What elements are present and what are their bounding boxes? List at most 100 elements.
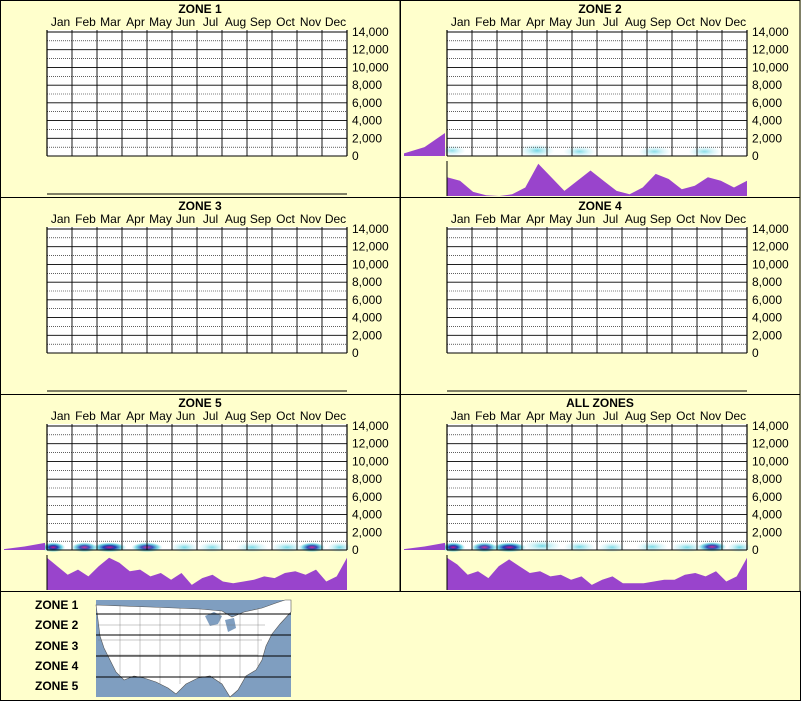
- y-tick-label: 8,000: [752, 275, 782, 289]
- y-tick-label: 0: [752, 346, 759, 360]
- zone-label-2: ZONE 2: [35, 618, 79, 632]
- month-label-jul: Jul: [203, 15, 218, 29]
- month-profile: [447, 163, 747, 196]
- month-label-dec: Dec: [725, 212, 746, 226]
- month-label-jan: Jan: [51, 212, 70, 226]
- density-blob: [171, 542, 198, 553]
- density-blob: [638, 146, 671, 157]
- month-label-oct: Oct: [676, 212, 695, 226]
- month-label-nov: Nov: [700, 212, 721, 226]
- panel-title: ZONE 3: [178, 199, 222, 213]
- zone-panel-3: ZONE 3 Jan Feb Mar Apr May Jun Jul Aug Sep Oct Nov D…: [0, 197, 401, 395]
- month-label-jan: Jan: [51, 15, 70, 29]
- y-tick-label: 8,000: [752, 78, 782, 92]
- month-label-apr: Apr: [526, 212, 545, 226]
- month-label-oct: Oct: [276, 409, 295, 423]
- density-blob: [688, 146, 721, 157]
- panel-title: ZONE 4: [578, 199, 622, 213]
- y-tick-label: 14,000: [352, 419, 389, 433]
- density-blob: [198, 542, 226, 553]
- month-label-aug: Aug: [625, 409, 646, 423]
- month-profile: [47, 557, 347, 590]
- month-label-aug: Aug: [225, 15, 246, 29]
- month-label-jul: Jul: [603, 409, 618, 423]
- y-tick-label: 2,000: [752, 131, 782, 145]
- y-tick-label: 4,000: [752, 311, 782, 325]
- density-blob: [563, 146, 596, 157]
- y-tick-label: 10,000: [752, 60, 789, 74]
- density-blob: [271, 542, 303, 553]
- y-tick-label: 10,000: [352, 60, 389, 74]
- month-label-jan: Jan: [451, 409, 470, 423]
- y-tick-label: 4,000: [752, 508, 782, 522]
- y-tick-label: 2,000: [352, 525, 382, 539]
- month-label-nov: Nov: [700, 409, 721, 423]
- zone-panel-5: ZONE 5 Jan Feb Mar Apr May Jun Jul Aug Sep Oct Nov D…: [0, 394, 401, 592]
- y-tick-label: 2,000: [352, 328, 382, 342]
- month-label-aug: Aug: [225, 409, 246, 423]
- density-blob: [697, 541, 727, 552]
- y-tick-label: 0: [752, 149, 759, 163]
- month-label-jun: Jun: [576, 409, 595, 423]
- month-label-oct: Oct: [276, 15, 295, 29]
- y-tick-label: 0: [352, 543, 359, 557]
- zone-label-1: ZONE 1: [35, 598, 79, 612]
- zone-panel-1: ZONE 1 Jan Feb Mar Apr May Jun Jul Aug Sep Oct Nov D…: [0, 0, 401, 198]
- panel-title: ALL ZONES: [566, 396, 634, 410]
- map-lakes: [205, 612, 222, 626]
- y-tick-label: 8,000: [352, 275, 382, 289]
- month-label-mar: Mar: [100, 212, 121, 226]
- month-label-apr: Apr: [126, 212, 145, 226]
- month-label-nov: Nov: [300, 212, 321, 226]
- month-label-dec: Dec: [725, 15, 746, 29]
- month-label-oct: Oct: [276, 212, 295, 226]
- y-tick-label: 12,000: [752, 240, 789, 254]
- month-label-mar: Mar: [500, 15, 521, 29]
- y-tick-label: 4,000: [352, 114, 382, 128]
- density-blob: [523, 540, 561, 552]
- month-label-jan: Jan: [51, 409, 70, 423]
- month-label-dec: Dec: [325, 15, 346, 29]
- us-map-icon: [95, 599, 292, 698]
- month-label-jul: Jul: [603, 212, 618, 226]
- month-label-aug: Aug: [625, 212, 646, 226]
- density-blob: [298, 542, 326, 553]
- month-label-mar: Mar: [100, 15, 121, 29]
- month-label-oct: Oct: [676, 409, 695, 423]
- month-label-aug: Aug: [625, 15, 646, 29]
- density-blob: [727, 542, 752, 553]
- y-tick-label: 10,000: [752, 257, 789, 271]
- month-label-jun: Jun: [576, 15, 595, 29]
- y-tick-label: 14,000: [752, 419, 789, 433]
- y-tick-label: 0: [352, 149, 359, 163]
- month-label-may: May: [549, 409, 572, 423]
- elevation-profile: [4, 542, 45, 550]
- y-tick-label: 8,000: [352, 472, 382, 486]
- month-label-jul: Jul: [203, 212, 218, 226]
- y-tick-label: 6,000: [752, 293, 782, 307]
- panels-group: ZONE 1 Jan Feb Mar Apr May Jun Jul Aug Sep Oct Nov D…: [0, 0, 801, 592]
- month-label-feb: Feb: [75, 409, 96, 423]
- month-label-dec: Dec: [325, 212, 346, 226]
- month-label-mar: Mar: [500, 409, 521, 423]
- y-tick-label: 10,000: [352, 257, 389, 271]
- y-tick-label: 6,000: [752, 96, 782, 110]
- month-label-feb: Feb: [75, 212, 96, 226]
- month-label-jan: Jan: [451, 212, 470, 226]
- month-label-dec: Dec: [325, 409, 346, 423]
- month-label-aug: Aug: [225, 212, 246, 226]
- month-label-apr: Apr: [126, 409, 145, 423]
- y-tick-label: 0: [752, 543, 759, 557]
- density-blob: [327, 542, 352, 553]
- panel-title: ZONE 5: [178, 396, 222, 410]
- y-tick-label: 2,000: [752, 328, 782, 342]
- month-label-may: May: [549, 212, 572, 226]
- month-label-feb: Feb: [475, 409, 496, 423]
- month-label-may: May: [149, 409, 172, 423]
- month-label-mar: Mar: [100, 409, 121, 423]
- zone-label-3: ZONE 3: [35, 639, 79, 653]
- month-label-mar: Mar: [500, 212, 521, 226]
- y-tick-label: 12,000: [352, 240, 389, 254]
- density-blob: [636, 541, 668, 552]
